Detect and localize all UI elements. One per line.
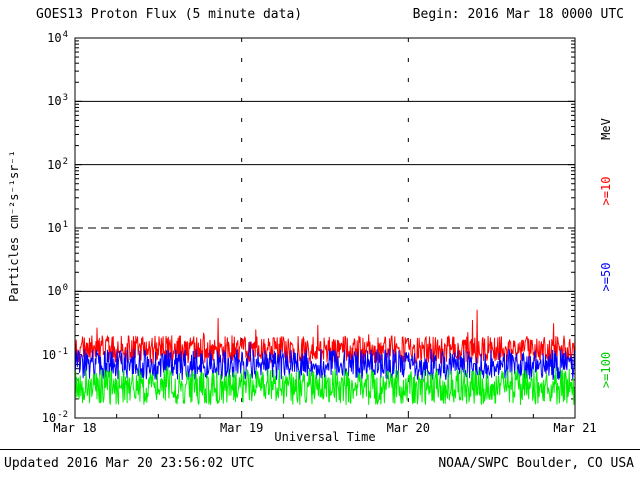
x-tick-label-1: Mar 19 — [219, 421, 264, 435]
y-tick-label-10e-2: 10-2 — [41, 410, 68, 425]
updated-timestamp: Updated 2016 Mar 20 23:56:02 UTC — [4, 456, 255, 471]
footer-divider — [0, 449, 640, 450]
source-label: NOAA/SWPC Boulder, CO USA — [438, 456, 634, 471]
y-tick-label-10e1: 101 — [47, 220, 68, 235]
y-tick-label-10e0: 100 — [47, 283, 68, 299]
y-tick-label-10e2: 102 — [47, 156, 68, 172]
series-threshold-label-2: >=100 — [599, 351, 613, 389]
x-tick-label-3: Mar 21 — [553, 421, 597, 435]
y-tick-label-10e4: 104 — [47, 30, 68, 45]
x-tick-label-0: Mar 18 — [53, 421, 97, 435]
x-axis-title: Universal Time — [274, 430, 376, 444]
chart-title: GOES13 Proton Flux (5 minute data) — [36, 7, 303, 22]
x-tick-label-2: Mar 20 — [386, 421, 430, 435]
y-tick-label-10e-1: 10-1 — [41, 346, 68, 362]
y-tick-label-10e3: 103 — [47, 93, 68, 109]
begin-time-label: Begin: 2016 Mar 18 0000 UTC — [412, 7, 624, 22]
